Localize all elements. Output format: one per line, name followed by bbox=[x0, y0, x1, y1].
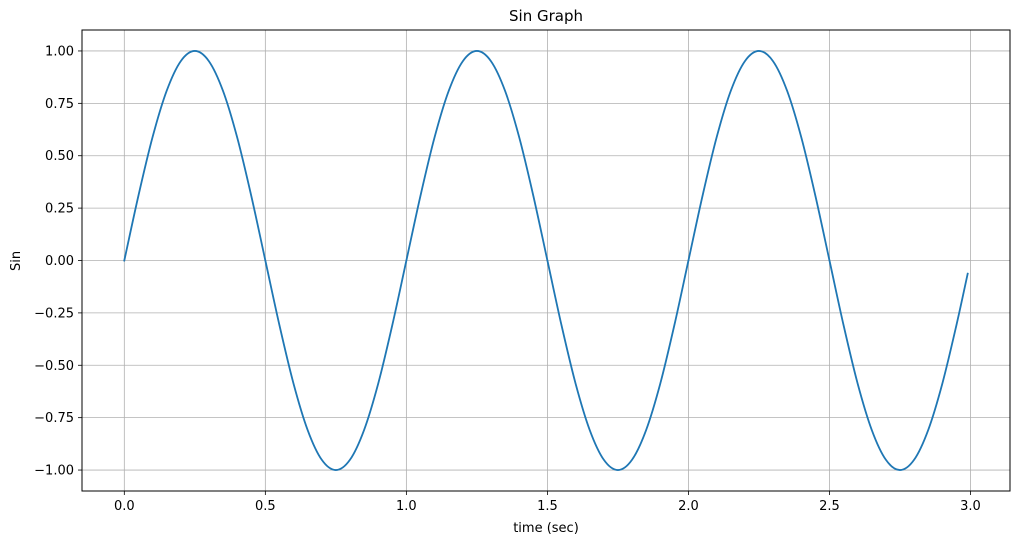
x-tick-label: 0.0 bbox=[114, 499, 135, 514]
x-tick-label: 2.5 bbox=[819, 499, 840, 514]
y-tick-label: −0.50 bbox=[34, 359, 74, 374]
y-tick-label: 0.50 bbox=[45, 149, 74, 164]
x-tick-label: 3.0 bbox=[960, 499, 981, 514]
y-tick-label: 0.75 bbox=[45, 97, 74, 112]
grid bbox=[82, 30, 1010, 491]
y-tick-label: −1.00 bbox=[34, 464, 74, 479]
y-tick-label: 1.00 bbox=[45, 44, 74, 59]
x-tick-label: 1.0 bbox=[396, 499, 417, 514]
x-tick-label: 2.0 bbox=[678, 499, 699, 514]
y-tick-label: 0.00 bbox=[45, 254, 74, 269]
x-tick-label: 1.5 bbox=[537, 499, 558, 514]
sin-series-line bbox=[123, 50, 969, 471]
y-tick-label: −0.25 bbox=[34, 306, 74, 321]
y-axis-ticks: 1.00 0.75 0.50 0.25 0.00 −0.25 −0.50 −0.75 −1.00 bbox=[34, 44, 82, 479]
chart-title: Sin Graph bbox=[509, 7, 583, 25]
x-axis-label: time (sec) bbox=[513, 521, 579, 536]
x-axis-ticks: 0.0 0.5 1.0 1.5 2.0 2.5 3.0 bbox=[114, 491, 981, 514]
x-tick-label: 0.5 bbox=[255, 499, 276, 514]
series-layer bbox=[123, 50, 969, 471]
y-axis-label: Sin bbox=[9, 251, 24, 271]
y-tick-label: 0.25 bbox=[45, 202, 74, 217]
y-tick-label: −0.75 bbox=[34, 411, 74, 426]
